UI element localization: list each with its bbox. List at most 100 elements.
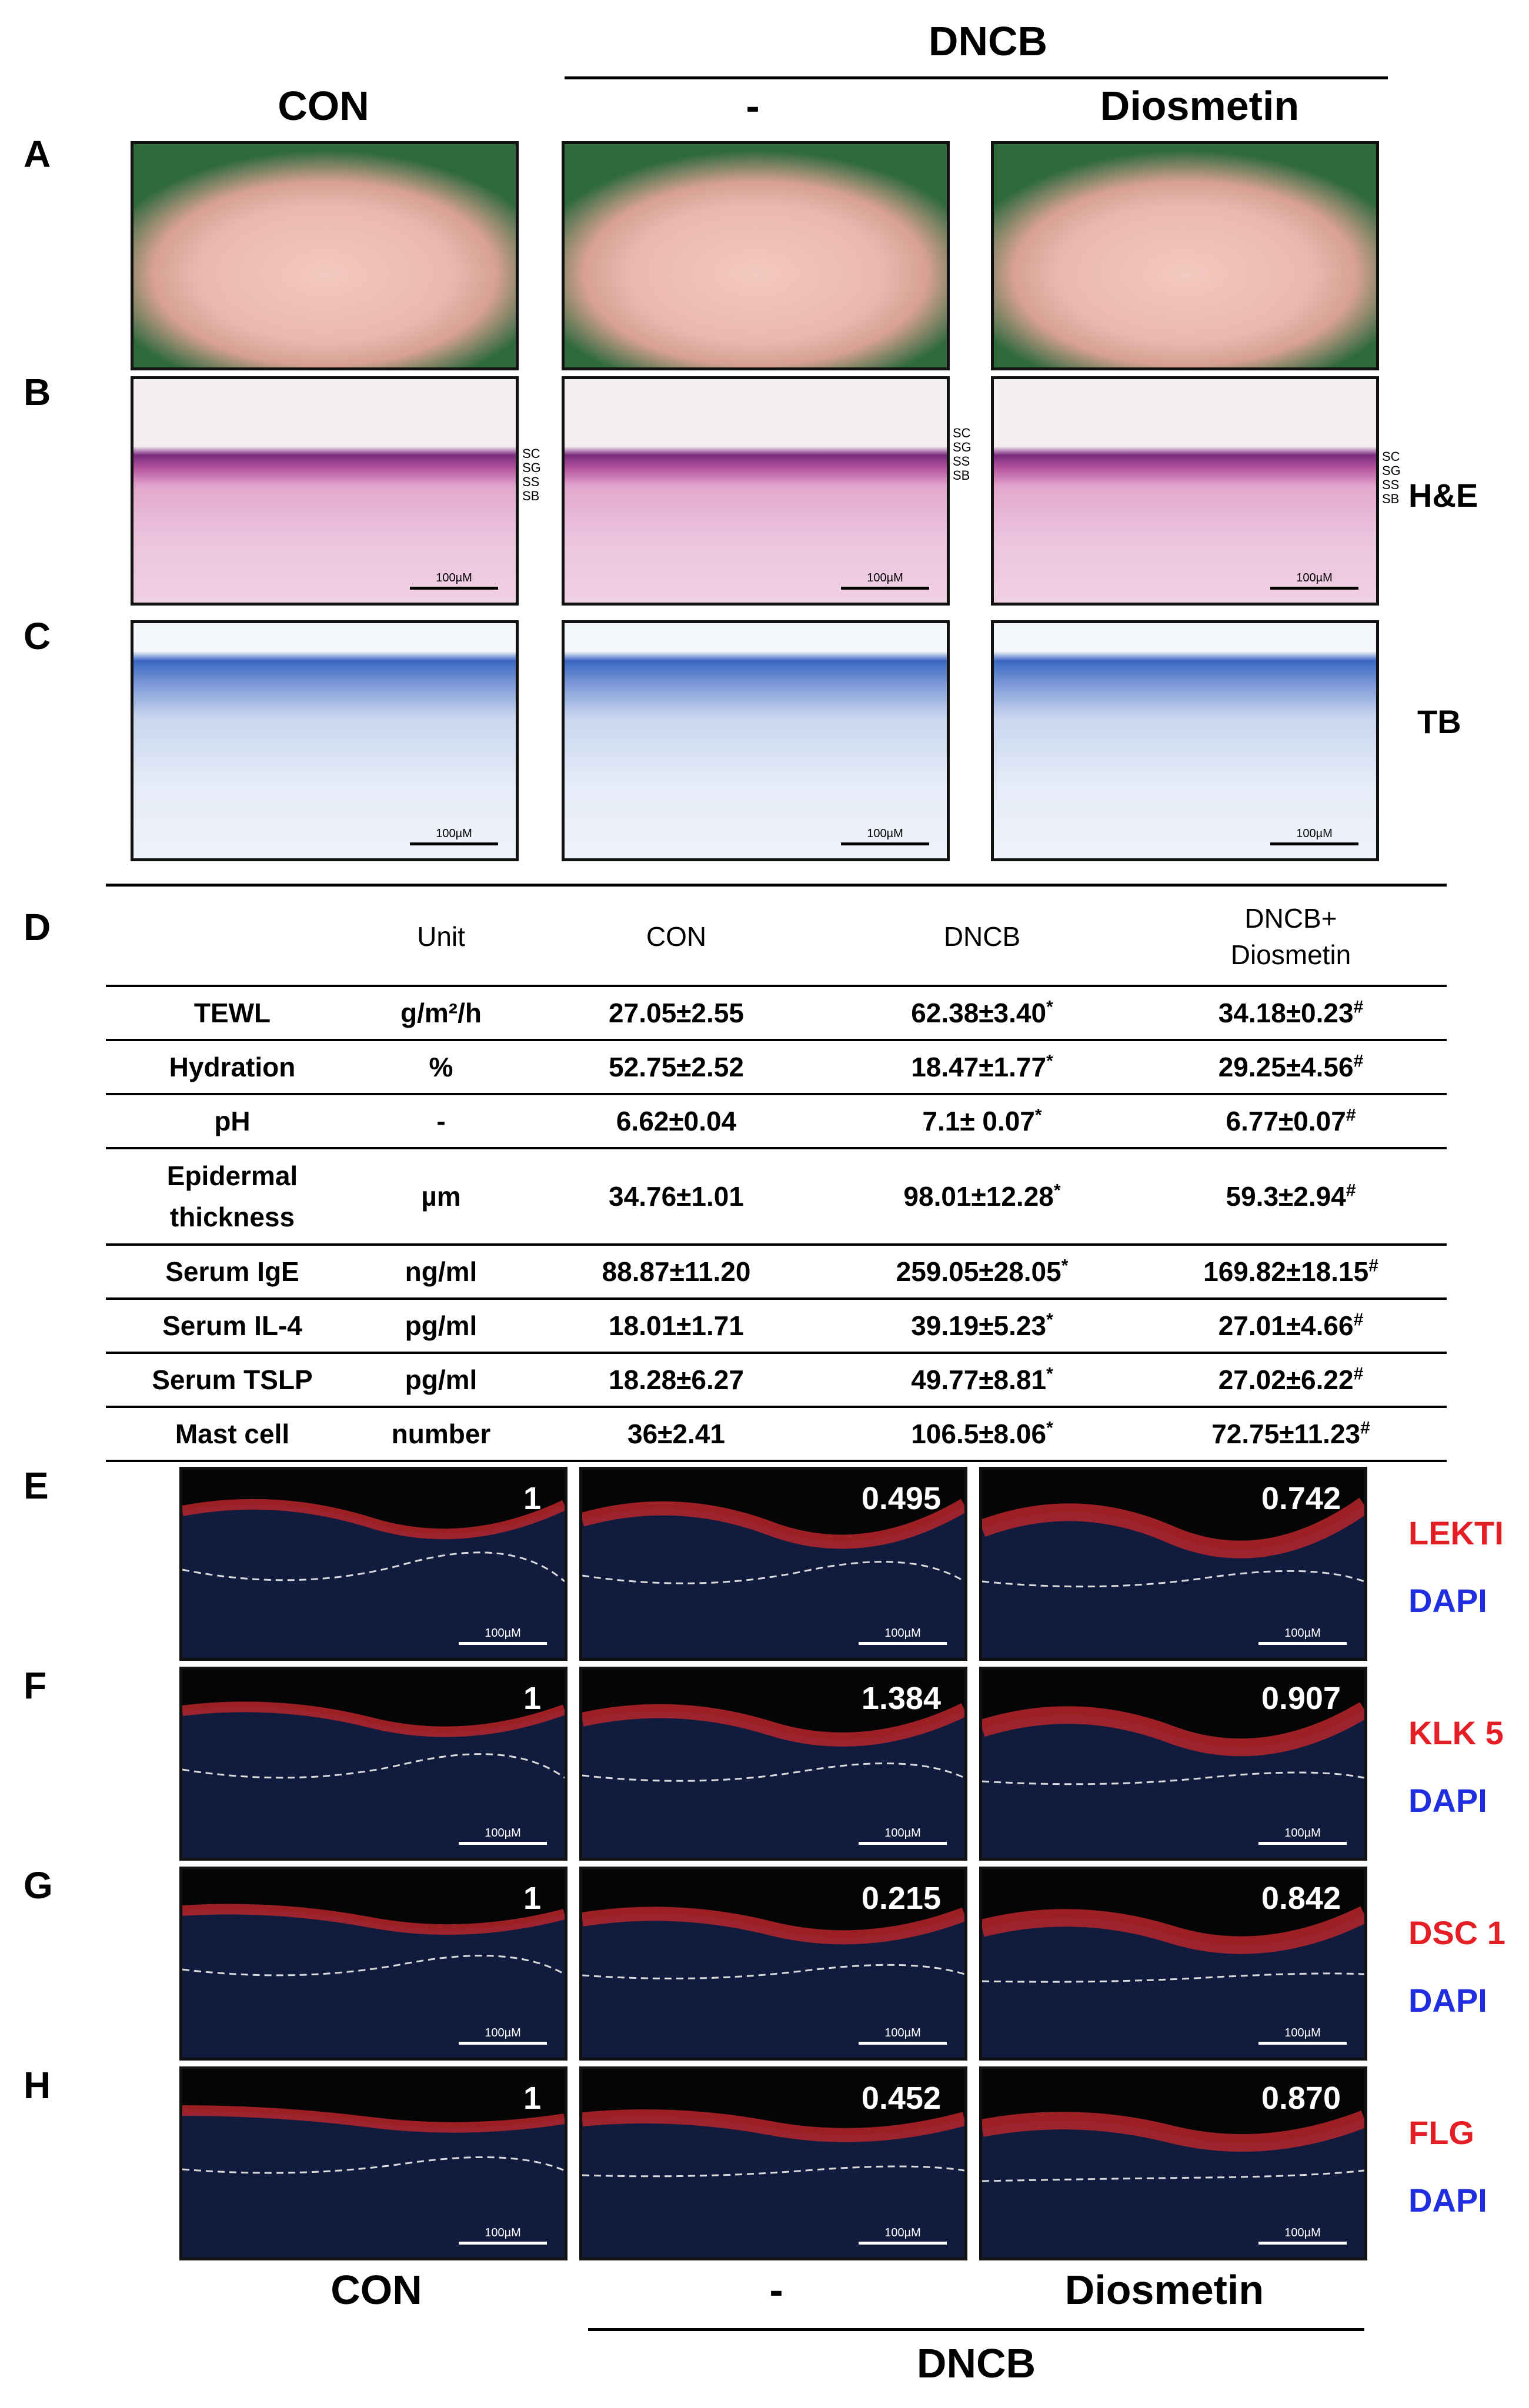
table-cell-unit-text: pg/ml <box>405 1364 478 1395</box>
fluorescence-ratio: 1 <box>523 1881 541 1916</box>
scale-bar: 100µM <box>459 2026 547 2045</box>
stain-label-tb: TB <box>1417 703 1461 740</box>
table-cell-con-text: 88.87±11.20 <box>602 1256 751 1287</box>
table-cell-dncb-text: 106.5±8.06 <box>911 1419 1047 1449</box>
tissue-fluorescence <box>582 1907 964 2058</box>
table-cell-unit-text: g/m²/h <box>400 998 482 1028</box>
table-cell-label-text: Hydration <box>169 1052 296 1082</box>
table-cell-unit: pg/ml <box>359 1353 523 1408</box>
table-cell-dncb-text: 62.38±3.40 <box>911 998 1047 1028</box>
table-cell-dncb: 98.01±12.28* <box>829 1148 1135 1246</box>
tb-con: 100µM <box>131 620 519 861</box>
panel-letter-d: D <box>24 906 51 948</box>
table-header-dncb: DNCB <box>829 888 1135 987</box>
photo-diosmetin <box>991 141 1379 370</box>
table-cell-con-text: 27.05±2.55 <box>609 998 744 1028</box>
table-cell-label: TEWL <box>106 986 359 1041</box>
table-cell-con: 52.75±2.52 <box>523 1040 829 1095</box>
scale-bar: 100µM <box>1258 1827 1347 1845</box>
table-cell-dncb: 39.19±5.23* <box>829 1299 1135 1354</box>
significance-mark-diosmetin: # <box>1353 1310 1364 1330</box>
table-cell-unit: pg/ml <box>359 1299 523 1354</box>
tissue-fluorescence <box>982 1906 1364 2058</box>
he-diosmetin: 100µM <box>991 376 1379 606</box>
table-cell-label: Hydration <box>106 1040 359 1095</box>
significance-mark-diosmetin: # <box>1368 1256 1378 1276</box>
significance-mark-diosmetin: # <box>1353 1364 1364 1384</box>
table-cell-dncb: 62.38±3.40* <box>829 986 1135 1041</box>
marker-label: FLG <box>1408 2114 1474 2151</box>
table-cell-unit-text: ng/ml <box>405 1256 478 1287</box>
layer-labels-diosmetin: SC SG SS SB <box>1382 449 1401 506</box>
table-cell-dncb: 106.5±8.06* <box>829 1407 1135 1462</box>
table-cell-dncb: 7.1± 0.07* <box>829 1094 1135 1149</box>
table-cell-unit: g/m²/h <box>359 986 523 1041</box>
table-cell-label: Epidermal thickness <box>106 1148 359 1246</box>
table-header-unit: Unit <box>359 888 523 987</box>
scale-bar: 100µM <box>410 827 498 845</box>
if-image-lekti-dncb: 0.495 100µM <box>579 1467 967 1661</box>
panel-letter-a: A <box>24 133 51 175</box>
scale-bar: 100µM <box>859 1627 947 1645</box>
table-cell-con-text: 36±2.41 <box>627 1419 725 1449</box>
table-cell-label: Serum IgE <box>106 1245 359 1300</box>
table-row: Serum IgE ng/ml 88.87±11.20 259.05±28.05* 16… <box>106 1245 1447 1300</box>
table-cell-diosmetin-text: 27.01±4.66 <box>1218 1310 1354 1341</box>
scale-bar: 100µM <box>459 1827 547 1845</box>
header-dncb-bottom-line <box>588 2328 1364 2331</box>
table-cell-label-text: TEWL <box>193 998 271 1028</box>
scale-bar: 100µM <box>1258 1627 1347 1645</box>
table-cell-label: Mast cell <box>106 1407 359 1462</box>
table-row: Epidermal thickness µm 34.76±1.01 98.01±12.… <box>106 1148 1447 1246</box>
table-row: TEWL g/m²/h 27.05±2.55 62.38±3.40* 34.18±0.2… <box>106 986 1447 1041</box>
tissue-fluorescence <box>182 2105 565 2258</box>
if-image-klk5-con: 1 100µM <box>179 1667 567 1861</box>
scale-bar: 100µM <box>859 1827 947 1845</box>
table-cell-dncb-text: 39.19±5.23 <box>911 1310 1047 1341</box>
significance-mark-diosmetin: # <box>1346 1180 1356 1200</box>
panel-letter-f: F <box>24 1664 47 1707</box>
fluorescence-ratio: 0.842 <box>1261 1881 1341 1916</box>
photo-dncb <box>562 141 950 370</box>
fluorescence-ratio: 0.452 <box>861 2081 941 2116</box>
scale-bar: 100µM <box>459 1627 547 1645</box>
table-cell-diosmetin-text: 72.75±11.23 <box>1211 1419 1361 1449</box>
scale-bar: 100µM <box>841 571 929 590</box>
if-image-dsc1-diosmetin: 0.842 100µM <box>979 1867 1367 2061</box>
layer-labels-dncb: SC SG SS SB <box>953 426 972 483</box>
table-cell-con: 18.01±1.71 <box>523 1299 829 1354</box>
fluorescence-ratio: 1 <box>523 2081 541 2116</box>
table-cell-con: 27.05±2.55 <box>523 986 829 1041</box>
results-table: Unit CON DNCB DNCB+ Diosmetin TEWL g/m²/h… <box>106 888 1447 1462</box>
table-cell-dncb-text: 49.77±8.81 <box>911 1364 1047 1395</box>
photo-con <box>131 141 519 370</box>
scale-bar: 100µM <box>1270 827 1358 845</box>
table-cell-unit: ng/ml <box>359 1245 523 1300</box>
table-cell-label-text: Serum IgE <box>165 1256 299 1287</box>
table-cell-diosmetin-text: 59.3±2.94 <box>1226 1181 1346 1212</box>
dapi-label: DAPI <box>1408 1782 1487 1819</box>
table-cell-label: pH <box>106 1094 359 1149</box>
table-cell-con-text: 6.62±0.04 <box>616 1106 737 1136</box>
table-cell-dncb-text: 259.05±28.05 <box>896 1256 1061 1287</box>
table-cell-diosmetin: 34.18±0.23# <box>1135 986 1447 1041</box>
significance-mark-diosmetin: # <box>1346 1105 1356 1125</box>
fluorescence-ratio: 0.907 <box>1261 1681 1341 1716</box>
table-cell-con-text: 52.75±2.52 <box>609 1052 744 1082</box>
table-cell-con: 34.76±1.01 <box>523 1148 829 1246</box>
header-dncb-top-line <box>565 76 1388 79</box>
fluorescence-ratio: 1 <box>523 1681 541 1716</box>
header-diosmetin-bottom: Diosmetin <box>1064 2267 1264 2313</box>
fluorescence-ratio: 0.215 <box>861 1881 941 1916</box>
dapi-label: DAPI <box>1408 2182 1487 2219</box>
significance-mark-diosmetin: # <box>1360 1418 1370 1438</box>
table-cell-con: 88.87±11.20 <box>523 1245 829 1300</box>
header-dash-top: - <box>746 83 760 129</box>
tissue-fluorescence <box>182 1701 565 1858</box>
table-cell-label-text: Serum IL-4 <box>162 1310 302 1341</box>
fluorescence-ratio: 0.742 <box>1261 1481 1341 1516</box>
table-cell-label-text: pH <box>214 1106 251 1136</box>
table-cell-unit: µm <box>359 1148 523 1246</box>
header-con-top: CON <box>278 83 369 129</box>
table-cell-label-text: Mast cell <box>175 1419 290 1449</box>
